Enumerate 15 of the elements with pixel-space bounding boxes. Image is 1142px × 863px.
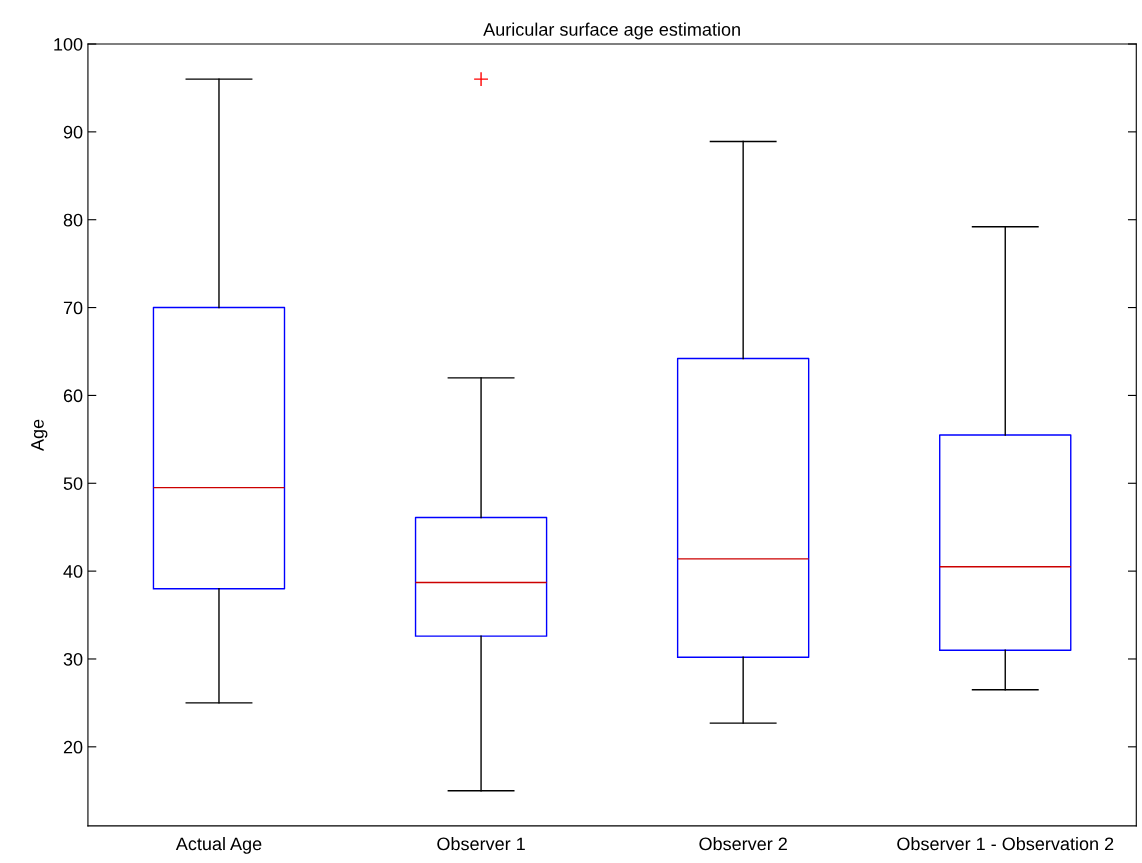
chart-title: Auricular surface age estimation [483,22,740,40]
y-tick-label: 80 [63,213,83,227]
y-tick-label: 50 [63,477,83,490]
y-tick-label: 100 [54,37,83,51]
x-tick-label: Actual Age [175,837,262,854]
y-tick-label: 30 [63,652,83,666]
y-axis-title: Age [31,419,48,451]
x-tick-label: Observer 1 [437,837,525,851]
y-tick-label: 20 [63,740,83,754]
x-tick-label: Observer 2 [699,837,787,851]
x-tick-label: Observer 1 - Observation 2 [897,837,1114,851]
y-tick-label: 90 [63,125,83,139]
y-tick-label: 40 [63,565,83,578]
y-tick-label: 70 [63,301,83,315]
y-tick-label: 60 [63,389,83,403]
